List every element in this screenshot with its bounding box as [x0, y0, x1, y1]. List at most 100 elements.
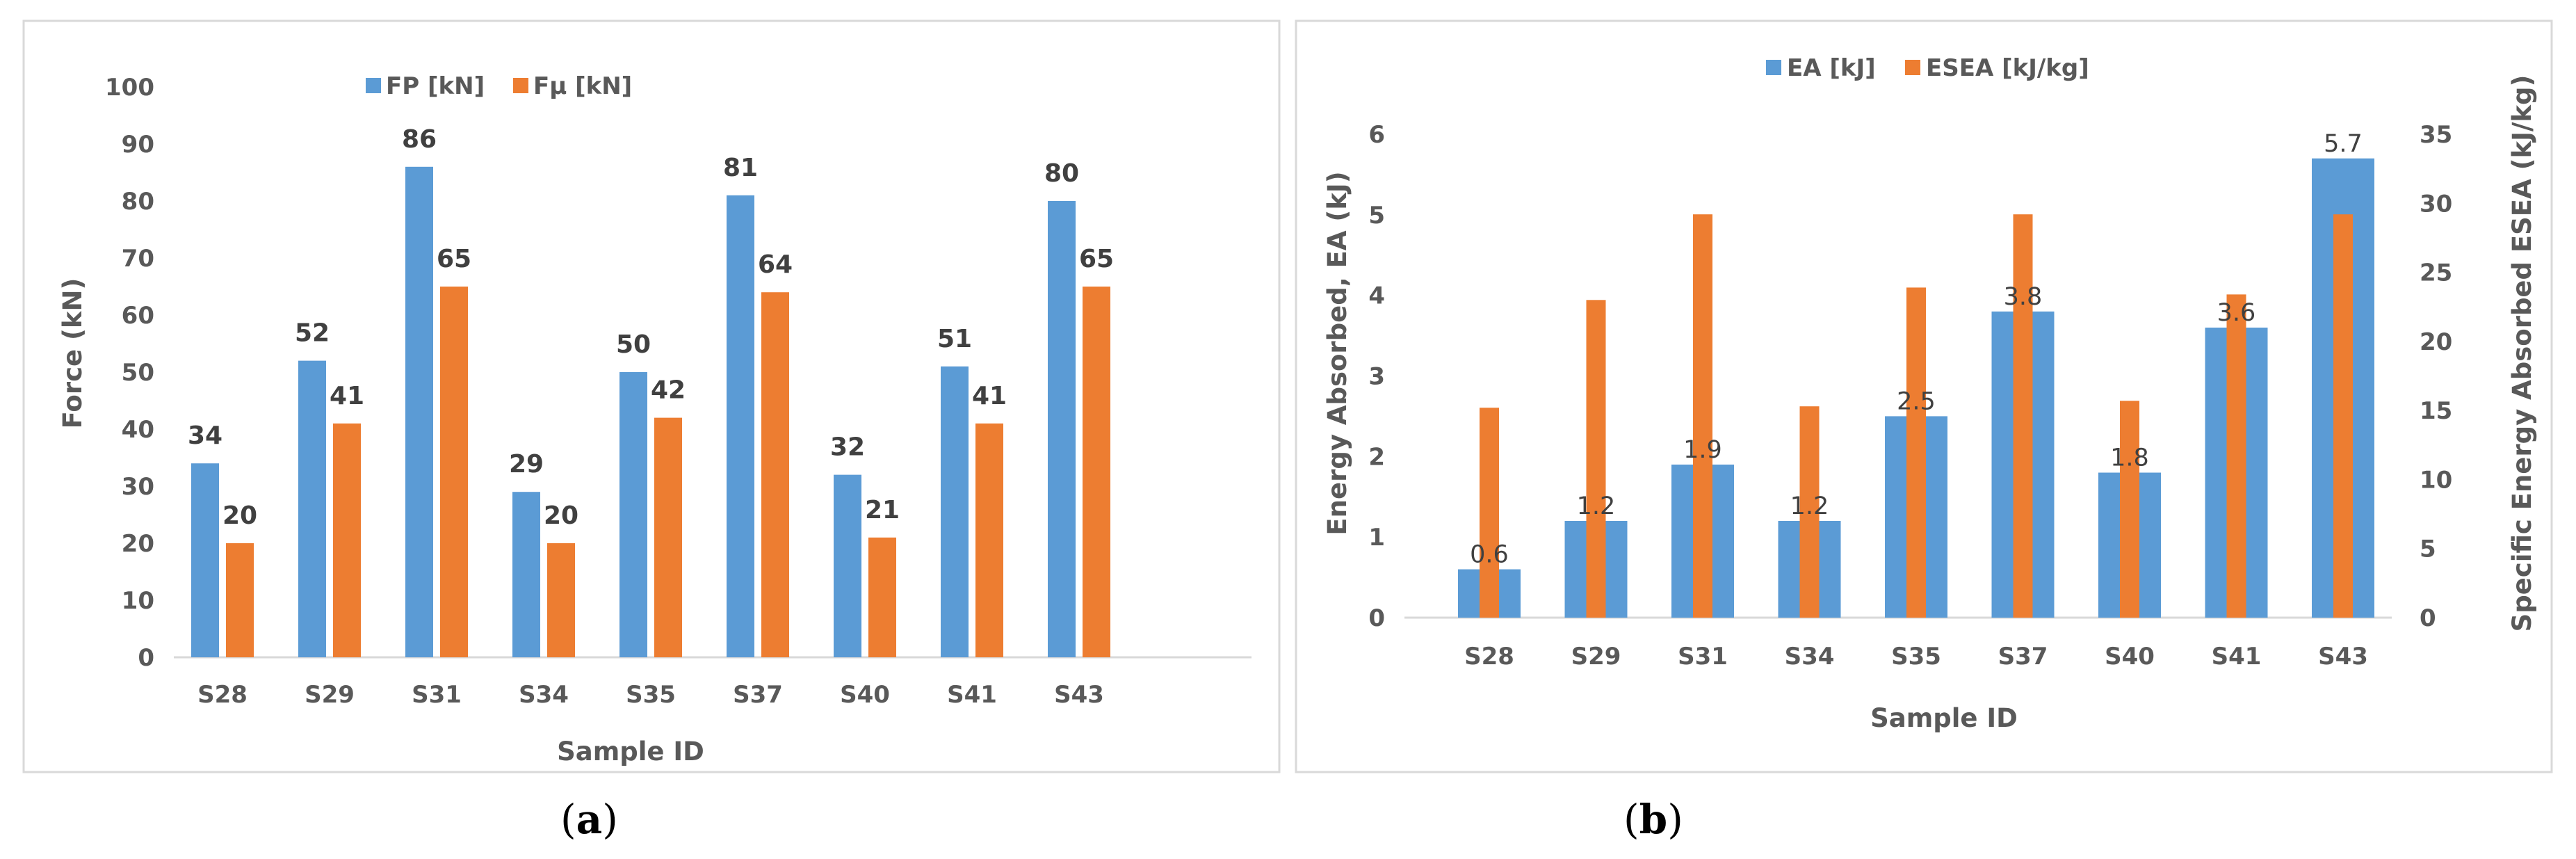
chart-b-ytick-5: 5	[1368, 202, 1385, 230]
chart-a-bar-fmu-S37	[761, 292, 789, 657]
chart-a-bar-fp-S35	[619, 372, 647, 657]
chart-a-label-fp-S34: 29	[509, 450, 544, 479]
chart-a-label-fp-S35: 50	[616, 330, 651, 359]
chart-b-legend-swatch-esea	[1905, 60, 1920, 75]
chart-a-label-fmu-S31: 65	[437, 245, 471, 273]
chart-a-xtick-S43: S43	[1054, 681, 1104, 709]
chart-a-legend-label-fmu: Fμ [kN]	[533, 72, 632, 100]
chart-a-xtick-S41: S41	[947, 681, 997, 709]
chart-b-y2tick-25: 25	[2420, 259, 2452, 287]
chart-a-bar-fmu-S43	[1083, 287, 1110, 657]
chart-b-y2label: Specific Energy Absorbed ESEA (kJ/kg)	[2507, 75, 2537, 632]
chart-a-x-ticks: S28 S29 S31 S34 S35 S37 S40 S41 S43	[197, 681, 1104, 709]
chart-a-ytick-50: 50	[122, 359, 154, 387]
caption-a-letter: a	[576, 796, 603, 843]
chart-a-bar-fmu-S40	[868, 537, 896, 657]
chart-b-label-ea-S34: 1.2	[1790, 492, 1829, 520]
chart-b-label-ea-S35: 2.5	[1897, 387, 1936, 415]
chart-a-label-fp-S31: 86	[402, 125, 437, 154]
chart-a-label-fmu-S37: 64	[758, 250, 793, 279]
chart-b-xtick-S29: S29	[1571, 643, 1621, 671]
chart-b-legend-label-esea: ESEA [kJ/kg]	[1926, 54, 2089, 82]
chart-a-bar-fp-S28	[191, 463, 219, 657]
chart-a-label-fp-S29: 52	[295, 319, 330, 348]
chart-a-xtick-S28: S28	[197, 681, 248, 709]
chart-a-xtick-S34: S34	[519, 681, 569, 709]
chart-a-label-fmu-S40: 21	[865, 496, 900, 524]
chart-a-bar-fmu-S29	[333, 423, 361, 657]
chart-b-bar-esea-S37	[2013, 214, 2033, 618]
chart-b-bar-esea-S41	[2226, 294, 2246, 618]
chart-b-xtick-S41: S41	[2212, 643, 2262, 671]
chart-a-ytick-60: 60	[122, 302, 154, 330]
chart-a-bar-fmu-S28	[226, 543, 254, 657]
chart-a-xtick-S31: S31	[412, 681, 462, 709]
chart-b-y2-ticks: 0 5 10 15 20 25 30 35	[2420, 121, 2452, 632]
chart-b-x-ticks: S28 S29 S31 S34 S35 S37 S40 S41 S43	[1464, 643, 2368, 671]
chart-b-label-ea-S40: 1.8	[2110, 444, 2149, 472]
chart-b-y2tick-0: 0	[2420, 604, 2436, 632]
chart-a-bar-fp-S31	[405, 166, 433, 658]
chart-b-ylabel: Energy Absorbed, EA (kJ)	[1322, 171, 1352, 535]
chart-a-legend-label-fp: FP [kN]	[386, 72, 485, 100]
chart-b-xtick-S37: S37	[1998, 643, 2048, 671]
chart-a-bar-fmu-S41	[975, 423, 1003, 657]
chart-a-ytick-100: 100	[105, 74, 154, 102]
chart-a-label-fmu-S43: 65	[1079, 245, 1114, 273]
chart-b-ytick-4: 4	[1368, 282, 1385, 310]
chart-b-bar-esea-S43	[2333, 214, 2353, 618]
chart-b-xtick-S28: S28	[1464, 643, 1514, 671]
chart-b-data-labels: 0.6 1.2 1.9 1.2 2.5 3.8 1.8 3.6 5.7	[1470, 130, 2363, 569]
chart-a-ytick-40: 40	[122, 416, 154, 444]
chart-b-y2tick-15: 15	[2420, 397, 2452, 425]
chart-a-label-fp-S28: 34	[188, 422, 222, 450]
chart-b-legend-label-ea: EA [kJ]	[1787, 54, 1876, 82]
chart-a-label-fp-S37: 81	[723, 154, 758, 182]
chart-b-bar-esea-S35	[1906, 287, 1926, 618]
caption-a: (a)	[560, 796, 618, 843]
chart-b-label-ea-S31: 1.9	[1683, 436, 1722, 464]
chart-a-ytick-30: 30	[122, 473, 154, 501]
chart-b-bar-esea-S31	[1693, 214, 1712, 618]
chart-b-xtick-S35: S35	[1891, 643, 1941, 671]
chart-b-xtick-S40: S40	[2105, 643, 2155, 671]
chart-a-bar-fmu-S35	[654, 417, 682, 657]
chart-a-ytick-80: 80	[122, 188, 154, 216]
chart-b-ytick-2: 2	[1368, 443, 1385, 471]
chart-b-ytick-0: 0	[1368, 604, 1385, 632]
chart-b-ytick-6: 6	[1368, 121, 1385, 149]
chart-a-bar-fp-S40	[834, 474, 861, 657]
chart-b-legend: EA [kJ] ESEA [kJ/kg]	[1766, 54, 2089, 82]
chart-b-xlabel: Sample ID	[1870, 703, 2018, 733]
chart-a-xtick-S29: S29	[305, 681, 355, 709]
chart-a-ytick-0: 0	[138, 644, 154, 672]
chart-a-bar-fp-S34	[512, 492, 540, 657]
chart-a-label-fmu-S34: 20	[544, 501, 578, 530]
chart-a-label-fp-S41: 51	[937, 325, 972, 353]
chart-b-label-ea-S37: 3.8	[2004, 283, 2043, 311]
chart-a-y-ticks: 0 10 20 30 40 50 60 70 80 90 100	[105, 74, 154, 672]
chart-b-y2tick-5: 5	[2420, 536, 2436, 563]
chart-b-xtick-S34: S34	[1785, 643, 1835, 671]
chart-b-xtick-S31: S31	[1678, 643, 1728, 671]
chart-a-label-fmu-S35: 42	[651, 376, 686, 405]
chart-a-ytick-20: 20	[122, 530, 154, 558]
chart-a-label-fp-S40: 32	[830, 433, 865, 462]
chart-b-ytick-1: 1	[1368, 524, 1385, 552]
chart-a-xtick-S35: S35	[626, 681, 676, 709]
chart-a-label-fmu-S41: 41	[972, 382, 1007, 410]
chart-a-bars	[191, 166, 1110, 658]
chart-b-y2tick-10: 10	[2420, 466, 2452, 494]
chart-b-ytick-3: 3	[1368, 363, 1385, 391]
chart-a-bar-fp-S37	[727, 195, 754, 657]
chart-b-legend-swatch-ea	[1766, 60, 1781, 75]
chart-a-bar-fmu-S31	[440, 287, 468, 657]
chart-a-bar-fp-S29	[298, 360, 326, 657]
chart-a-xtick-S37: S37	[733, 681, 783, 709]
chart-a-legend-swatch-fmu	[513, 78, 528, 93]
chart-b-y2tick-20: 20	[2420, 328, 2452, 356]
chart-b-label-ea-S28: 0.6	[1470, 541, 1509, 569]
chart-a-bar-fp-S41	[941, 366, 969, 657]
